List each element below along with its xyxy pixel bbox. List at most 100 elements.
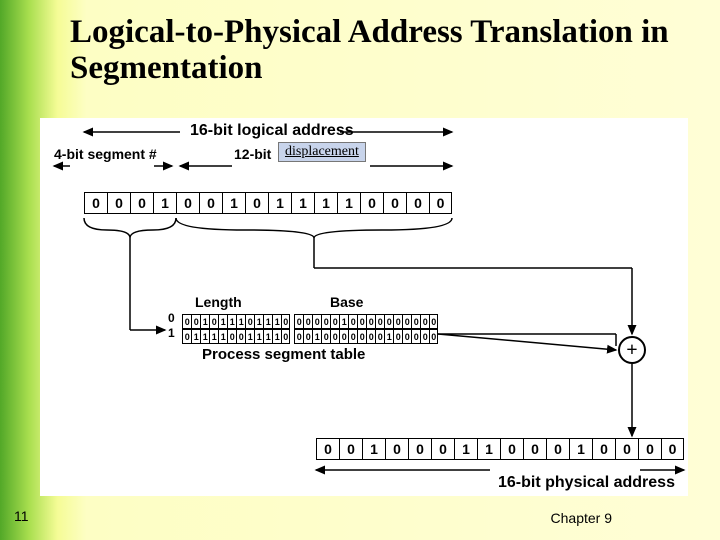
slide-title: Logical-to-Physical Address Translation …	[70, 14, 680, 87]
bit-cell: 1	[222, 192, 245, 214]
bit-cell: 0	[638, 438, 661, 460]
segment-label: 4-bit segment #	[54, 146, 157, 162]
logical-address-bits: 0001001011110000	[84, 192, 452, 214]
bit-cell: 1	[200, 314, 209, 329]
bit-cell: 0	[321, 314, 330, 329]
bit-cell: 0	[245, 314, 254, 329]
physical-address-bits: 0010001100010000	[316, 438, 684, 460]
bit-cell: 1	[263, 329, 272, 344]
table-caption: Process segment table	[202, 346, 365, 363]
diagram-area: 16-bit logical address 4-bit segment # 1…	[40, 118, 688, 496]
plus-icon: +	[626, 339, 637, 362]
bit-cell: 1	[209, 329, 218, 344]
bit-cell: 0	[236, 329, 245, 344]
bit-cell: 0	[393, 329, 402, 344]
bit-cell: 1	[477, 438, 500, 460]
bit-cell: 0	[245, 192, 268, 214]
bit-cell: 0	[661, 438, 684, 460]
bit-cell: 1	[263, 314, 272, 329]
bit-cell: 0	[411, 314, 420, 329]
bit-cell: 0	[303, 314, 312, 329]
bit-cell: 1	[153, 192, 176, 214]
bit-cell: 1	[291, 192, 314, 214]
bit-cell: 1	[227, 314, 236, 329]
table-base-row: 0000010000000000	[294, 314, 438, 329]
length-header: Length	[195, 294, 242, 310]
bit-cell: 1	[454, 438, 477, 460]
bit-cell: 1	[362, 438, 385, 460]
bit-cell: 0	[383, 192, 406, 214]
bit-cell: 0	[330, 329, 339, 344]
bit-cell: 0	[402, 329, 411, 344]
bit-cell: 0	[546, 438, 569, 460]
bit-cell: 0	[592, 438, 615, 460]
bit-cell: 0	[182, 314, 191, 329]
bit-cell: 0	[321, 329, 330, 344]
bit-cell: 0	[348, 329, 357, 344]
bit-cell: 0	[294, 329, 303, 344]
bit-cell: 1	[272, 329, 281, 344]
bit-cell: 0	[615, 438, 638, 460]
table-row1-label: 1	[168, 326, 175, 340]
bit-cell: 0	[281, 314, 290, 329]
bit-cell: 0	[500, 438, 523, 460]
bit-cell: 0	[429, 314, 438, 329]
bit-cell: 0	[209, 314, 218, 329]
chapter-label: Chapter 9	[551, 510, 612, 526]
bit-cell: 1	[191, 329, 200, 344]
table-row0-label: 0	[168, 311, 175, 325]
adder-circle: +	[618, 336, 646, 364]
bit-cell: 0	[339, 438, 362, 460]
bit-cell: 1	[200, 329, 209, 344]
bit-cell: 0	[384, 314, 393, 329]
bit-cell: 0	[406, 192, 429, 214]
bit-cell: 0	[420, 329, 429, 344]
bit-cell: 0	[312, 314, 321, 329]
bit-cell: 0	[294, 314, 303, 329]
bit-cell: 0	[429, 192, 452, 214]
bit-cell: 1	[218, 314, 227, 329]
bit-cell: 1	[339, 314, 348, 329]
displacement-12bit-label: 12-bit	[234, 146, 271, 162]
bit-cell: 0	[227, 329, 236, 344]
bit-cell: 0	[107, 192, 130, 214]
bit-cell: 0	[357, 329, 366, 344]
bit-cell: 0	[176, 192, 199, 214]
bit-cell: 0	[281, 329, 290, 344]
bit-cell: 0	[191, 314, 200, 329]
bit-cell: 0	[385, 438, 408, 460]
bit-cell: 0	[402, 314, 411, 329]
bit-cell: 1	[337, 192, 360, 214]
bit-cell: 1	[569, 438, 592, 460]
bit-cell: 0	[84, 192, 107, 214]
bit-cell: 0	[182, 329, 191, 344]
bit-cell: 0	[303, 329, 312, 344]
bit-cell: 1	[254, 329, 263, 344]
base-header: Base	[330, 294, 363, 310]
bit-cell: 0	[523, 438, 546, 460]
bit-cell: 0	[360, 192, 383, 214]
table-length-row: 011110011110	[182, 329, 290, 344]
physical-addr-label: 16-bit physical address	[498, 474, 675, 492]
logical-addr-label: 16-bit logical address	[190, 122, 354, 140]
table-length-row: 001011101110	[182, 314, 290, 329]
displacement-box: displacement	[278, 142, 366, 162]
table-base-row: 0010000000100000	[294, 329, 438, 344]
bit-cell: 1	[272, 314, 281, 329]
bit-cell: 1	[268, 192, 291, 214]
bit-cell: 0	[375, 329, 384, 344]
page-number: 11	[14, 508, 29, 524]
bit-cell: 0	[375, 314, 384, 329]
bit-cell: 1	[218, 329, 227, 344]
bit-cell: 1	[312, 329, 321, 344]
bit-cell: 0	[348, 314, 357, 329]
bit-cell: 0	[408, 438, 431, 460]
bit-cell: 1	[384, 329, 393, 344]
bit-cell: 0	[431, 438, 454, 460]
bit-cell: 0	[130, 192, 153, 214]
bit-cell: 0	[411, 329, 420, 344]
bit-cell: 0	[199, 192, 222, 214]
bit-cell: 0	[366, 329, 375, 344]
bit-cell: 0	[339, 329, 348, 344]
bit-cell: 0	[393, 314, 402, 329]
